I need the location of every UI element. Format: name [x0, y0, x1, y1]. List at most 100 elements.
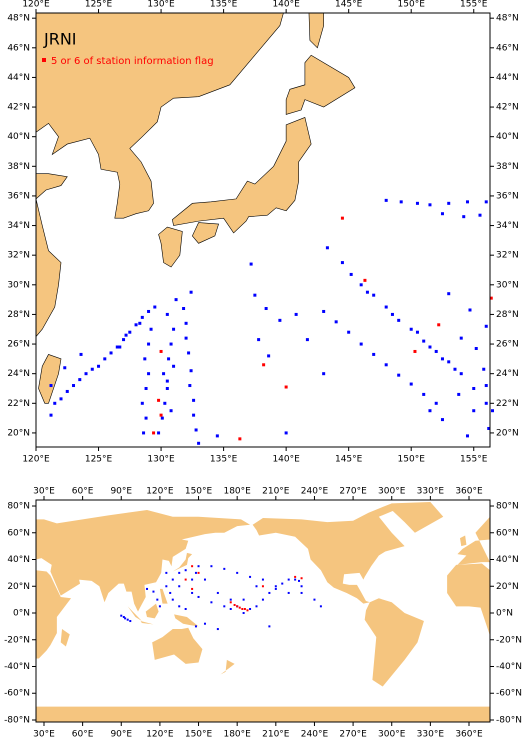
x-tick-label: 135°E — [210, 455, 238, 465]
map-frame — [35, 12, 491, 448]
station-point — [162, 372, 166, 376]
station-point — [178, 571, 181, 574]
station-point — [428, 345, 432, 349]
station-point — [210, 601, 213, 604]
station-point — [210, 565, 213, 568]
y-tick-label: 38°N — [7, 162, 30, 172]
station-point — [278, 318, 282, 322]
station-point — [144, 386, 148, 390]
station-point — [147, 309, 151, 313]
station-point — [268, 591, 271, 594]
station-point — [53, 401, 57, 405]
station-point — [482, 367, 486, 371]
station-point — [144, 416, 148, 420]
station-point — [78, 378, 82, 382]
station-point — [305, 338, 309, 342]
station-point — [149, 327, 153, 331]
station-point — [249, 575, 252, 578]
y-tick-label: 32°N — [496, 251, 519, 261]
station-point — [262, 363, 266, 367]
y-tick-label: 46°N — [7, 43, 30, 53]
station-point — [347, 330, 351, 334]
station-point — [257, 338, 261, 342]
map-title: JRNI — [43, 30, 77, 49]
station-point — [229, 601, 232, 604]
station-point — [397, 373, 401, 377]
x-tick-label: 120°E — [22, 455, 50, 465]
station-point — [243, 607, 246, 610]
station-point — [118, 345, 122, 349]
station-point — [124, 617, 127, 620]
station-point — [172, 327, 176, 331]
station-point — [413, 349, 417, 353]
station-point — [165, 386, 169, 390]
station-point — [165, 312, 169, 316]
station-point — [182, 307, 186, 311]
station-point — [49, 384, 53, 388]
y-tick-label: 0°N — [496, 609, 513, 619]
station-point — [197, 565, 200, 568]
station-point — [122, 338, 126, 342]
station-point — [322, 309, 326, 313]
station-point — [274, 585, 277, 588]
station-point — [172, 364, 176, 368]
x-tick-label: 145°E — [335, 0, 363, 10]
station-point — [191, 591, 194, 594]
land-polygon — [145, 603, 159, 619]
station-point — [187, 351, 191, 355]
station-point — [152, 590, 155, 593]
y-tick-label: -80°N — [496, 715, 522, 725]
land-polygon — [191, 222, 220, 244]
map-frame — [35, 499, 491, 723]
station-point — [397, 318, 401, 322]
station-point — [409, 382, 413, 386]
y-tick-label: 30°N — [7, 280, 30, 290]
station-point — [184, 336, 188, 340]
station-point — [167, 357, 171, 361]
x-tick-label: 60°E — [72, 487, 94, 497]
land-polygon — [174, 614, 199, 627]
x-tick-label: 180°E — [223, 487, 251, 497]
station-point — [216, 591, 219, 594]
x-tick-label: 330°E — [417, 730, 445, 740]
station-point — [128, 330, 132, 334]
x-tick-label: 360°E — [455, 730, 483, 740]
land-polygon — [36, 510, 251, 612]
x-tick-label: 270°E — [339, 730, 367, 740]
station-point — [415, 330, 419, 334]
station-point — [49, 413, 53, 417]
station-point — [115, 345, 119, 349]
x-tick-label: 125°E — [85, 0, 113, 10]
station-point — [372, 352, 376, 356]
x-tick-label: 210°E — [262, 487, 290, 497]
y-tick-label: 20°N — [7, 582, 30, 592]
x-tick-label: 140°E — [272, 0, 300, 10]
y-tick-label: -60°N — [496, 689, 522, 699]
station-point — [178, 585, 181, 588]
station-point — [242, 612, 245, 615]
station-point — [322, 372, 326, 376]
station-point — [63, 366, 67, 370]
station-point — [126, 618, 129, 621]
station-point — [428, 409, 432, 413]
y-tick-label: 34°N — [7, 221, 30, 231]
station-point — [189, 369, 193, 373]
x-tick-label: 300°E — [378, 730, 406, 740]
station-point — [261, 585, 264, 588]
station-point — [147, 342, 151, 346]
station-point — [197, 595, 200, 598]
station-point — [238, 606, 241, 609]
y-tick-label: 32°N — [7, 251, 30, 261]
station-point — [153, 305, 157, 309]
station-point — [152, 431, 156, 435]
land-polygon — [140, 621, 154, 625]
station-point — [233, 603, 236, 606]
station-point — [134, 323, 138, 327]
station-point — [447, 201, 451, 205]
land-polygon — [220, 659, 235, 675]
station-point — [188, 384, 192, 388]
x-tick-label: 270°E — [339, 487, 367, 497]
station-point — [434, 349, 438, 353]
station-point — [484, 384, 488, 388]
